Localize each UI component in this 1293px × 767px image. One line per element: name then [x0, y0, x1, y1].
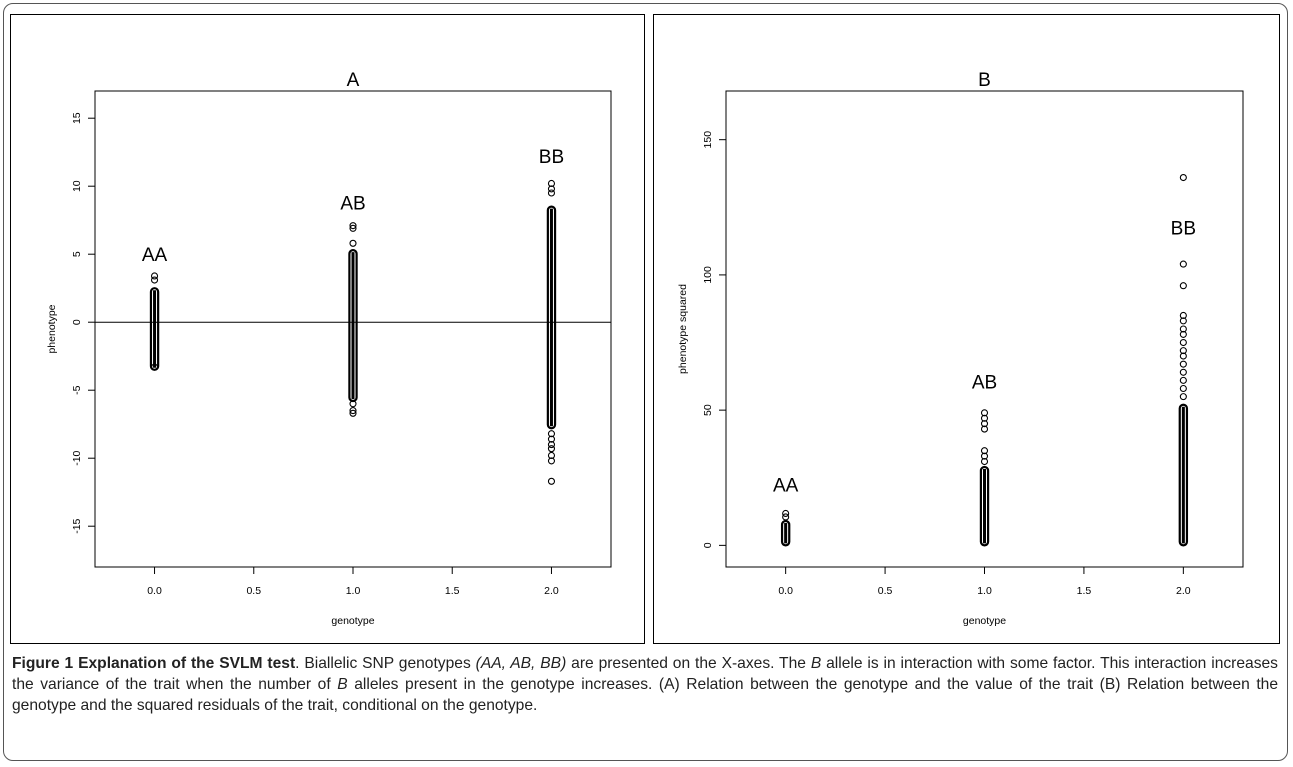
data-point: [1179, 368, 1187, 376]
data-point: [547, 185, 556, 193]
caption-label: Figure 1: [12, 655, 74, 672]
data-point: [1179, 338, 1187, 347]
y-axis-label: phenotype squared: [677, 284, 689, 374]
data-point: [547, 189, 556, 197]
data-point: [349, 239, 357, 247]
x-tick-label: 1.0: [346, 585, 361, 597]
y-tick-label: 150: [702, 131, 714, 149]
data-point: [980, 425, 989, 433]
data-point: [980, 420, 989, 428]
point-column: [979, 465, 990, 547]
y-tick-label: 0: [702, 542, 714, 548]
caption-segment: B: [810, 655, 822, 672]
caption-segment: . Biallelic SNP genotypes: [295, 655, 476, 672]
genotype-label: BB: [1171, 218, 1196, 239]
panel-a: A 0.0 0.5 1.0 1.5 2.0 -15 -10 -5 0 5 10 15 genotype ph…: [10, 14, 645, 644]
genotype-label: AA: [773, 475, 799, 496]
x-tick-label: 0.5: [878, 585, 893, 597]
data-point: [1179, 376, 1187, 384]
data-point: [150, 363, 159, 371]
data-point: [349, 407, 357, 415]
genotype-label: AB: [340, 193, 365, 214]
data-point: [1179, 384, 1187, 393]
data-point: [547, 441, 556, 449]
x-axis-label: genotype: [331, 615, 374, 627]
genotype-label: AA: [142, 245, 168, 266]
data-point: [1179, 352, 1187, 360]
caption-body: . Biallelic SNP genotypes (AA, AB, BB) a…: [12, 655, 1278, 714]
y-tick-label: 0: [71, 319, 83, 325]
x-tick-label: 0.0: [147, 585, 162, 597]
data-point: [1179, 347, 1187, 355]
data-point: [150, 276, 159, 284]
data-point: [349, 409, 357, 417]
x-tick-label: 2.0: [1176, 585, 1191, 597]
y-tick-label: -15: [71, 518, 83, 533]
data-point: [980, 452, 989, 460]
y-tick-label: 15: [71, 112, 83, 124]
caption-title: Explanation of the SVLM test: [78, 655, 296, 672]
data-point: [547, 179, 556, 188]
data-point: [1179, 311, 1187, 320]
data-point: [980, 457, 989, 466]
x-tick-label: 0.0: [778, 585, 793, 597]
data-point: [349, 400, 357, 408]
caption-segment: (AA, AB, BB): [475, 655, 567, 672]
y-tick-label: -10: [71, 450, 83, 465]
genotype-label: BB: [539, 147, 564, 168]
data-point: [349, 224, 357, 232]
data-point: [1179, 317, 1187, 325]
data-point: [1179, 260, 1187, 268]
chart-title: B: [978, 70, 991, 91]
x-tick-label: 0.5: [246, 585, 261, 597]
x-tick-label: 2.0: [544, 585, 559, 597]
data-point: [782, 509, 790, 518]
data-point: [547, 457, 556, 465]
data-point: [782, 513, 790, 521]
x-tick-label: 1.5: [445, 585, 460, 597]
data-point: [980, 447, 989, 455]
caption-segment: alleles present in the genotype increase…: [12, 676, 1278, 714]
y-tick-label: 5: [71, 251, 83, 257]
y-tick-label: 100: [702, 266, 714, 284]
data-point: [1179, 173, 1187, 182]
point-column: [546, 205, 557, 430]
data-point: [1179, 325, 1187, 333]
data-point: [547, 430, 556, 438]
data-point: [1179, 330, 1187, 338]
data-point: [547, 445, 556, 453]
panel-b: B 0.0 0.5 1.0 1.5 2.0 0 50 100 150 genotype phenoty…: [653, 14, 1280, 644]
data-point: [1179, 282, 1187, 290]
y-axis-label: phenotype: [46, 304, 58, 353]
x-axis-label: genotype: [963, 615, 1006, 627]
figure-frame: [3, 3, 1288, 761]
y-tick-label: -5: [71, 385, 83, 394]
data-point: [1179, 393, 1187, 401]
caption-segment: are presented on the X-axes. The: [566, 655, 811, 672]
data-point: [150, 272, 159, 280]
genotype-label: AB: [972, 373, 997, 394]
point-column: [780, 519, 791, 547]
y-tick-label: 50: [702, 404, 714, 416]
data-point: [547, 435, 556, 443]
scatter-chart-b: B 0.0 0.5 1.0 1.5 2.0 0 50 100 150 genotype phenoty…: [677, 70, 1244, 627]
data-point: [980, 414, 989, 422]
caption-segment: allele is in interaction with some facto…: [12, 655, 1278, 693]
point-column: [1178, 403, 1189, 547]
caption-segment: B: [337, 676, 348, 693]
scatter-chart-a: A 0.0 0.5 1.0 1.5 2.0 -15 -10 -5 0 5 10 15 genotype ph…: [46, 70, 612, 627]
data-point: [980, 409, 989, 417]
data-point: [1179, 360, 1187, 368]
data-point: [547, 477, 556, 485]
x-tick-label: 1.5: [1077, 585, 1092, 597]
figure-caption: Figure 1 Explanation of the SVLM test. B…: [12, 653, 1278, 716]
chart-title: A: [347, 70, 360, 91]
data-point: [349, 222, 357, 230]
data-point: [547, 451, 556, 460]
x-tick-label: 1.0: [977, 585, 992, 597]
y-tick-label: 10: [71, 180, 83, 192]
